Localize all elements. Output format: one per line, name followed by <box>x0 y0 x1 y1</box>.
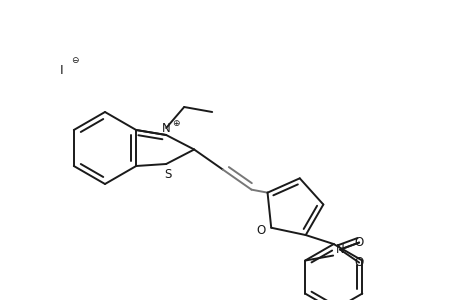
Text: O: O <box>256 224 265 237</box>
Text: N: N <box>162 122 170 134</box>
Text: I: I <box>60 64 64 76</box>
Text: $\ominus$: $\ominus$ <box>71 55 79 65</box>
Text: O: O <box>354 236 363 249</box>
Text: S: S <box>164 167 172 181</box>
Text: N: N <box>335 243 344 256</box>
Text: O: O <box>354 256 363 269</box>
Text: $\oplus$: $\oplus$ <box>171 118 180 128</box>
